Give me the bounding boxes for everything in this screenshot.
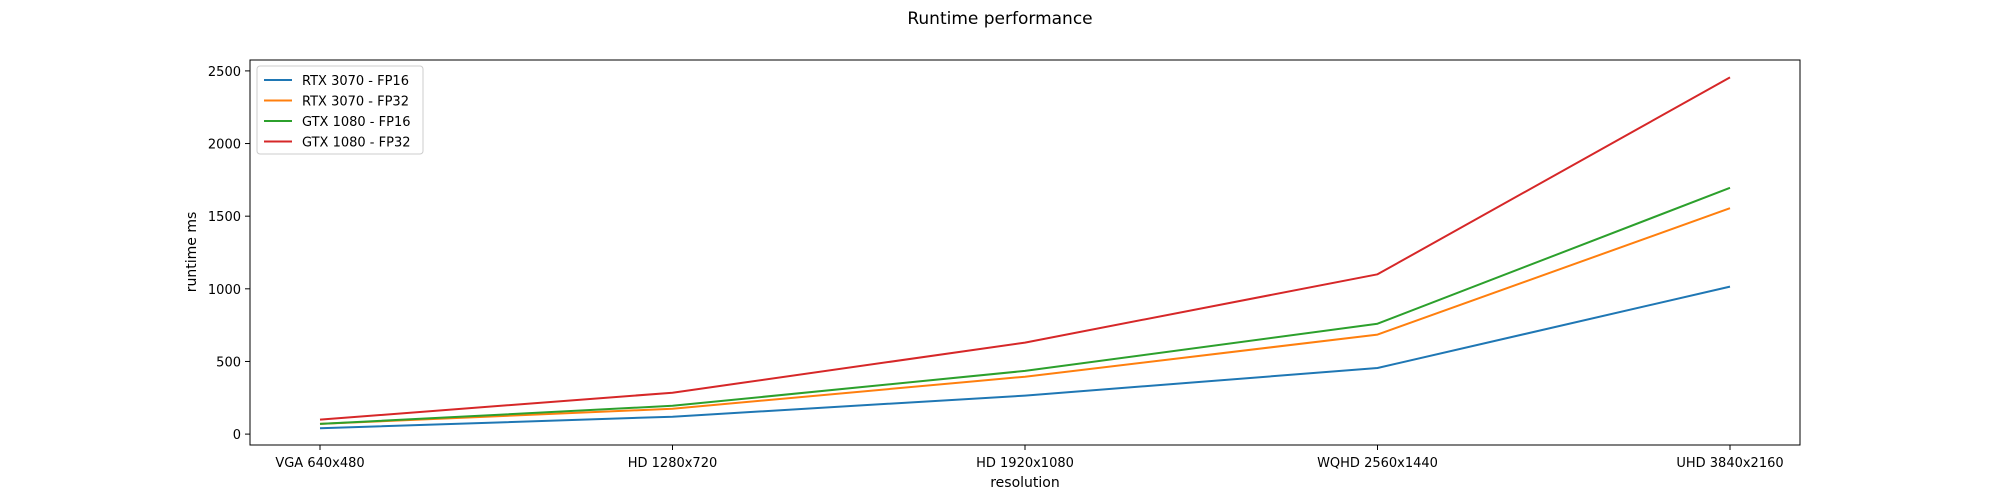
x-tick-label: WQHD 2560x1440 [1317,456,1438,471]
y-tick-label: 1500 [208,210,241,225]
legend-label: RTX 3070 - FP32 [302,95,409,110]
x-tick-label: VGA 640x480 [275,456,364,471]
legend-label: RTX 3070 - FP16 [302,74,409,89]
y-tick-label: 2000 [208,138,241,153]
series-layer [319,76,1731,430]
series-line-gtx-1080-fp16 [319,186,1731,425]
legend-label: GTX 1080 - FP32 [302,136,411,151]
y-axis: 0 500 1000 1500 2000 2500 [208,65,250,443]
y-tick-label: 500 [216,355,241,370]
plot-frame [249,59,1801,446]
x-tick-label: HD 1920x1080 [976,456,1074,471]
y-tick-label: 0 [233,428,241,443]
legend-label: GTX 1080 - FP16 [302,115,411,130]
x-axis-label: resolution [990,475,1060,491]
series-line-gtx-1080-fp32 [319,76,1731,421]
series-line-rtx-3070-fp16 [319,285,1731,430]
series-line-rtx-3070-fp32 [319,207,1731,425]
y-tick-label: 2500 [208,65,241,80]
chart-title: Runtime performance [907,9,1092,29]
y-tick-label: 1000 [208,283,241,298]
x-tick-label: UHD 3840x2160 [1676,456,1783,471]
x-axis: VGA 640x480 HD 1280x720 HD 1920x1080 WQHD 2… [275,445,1784,471]
y-axis-label: runtime ms [184,212,200,293]
x-tick-label: HD 1280x720 [628,456,718,471]
legend: RTX 3070 - FP16 RTX 3070 - FP32 GTX 1080 -… [256,65,424,155]
legend-box [256,65,424,155]
